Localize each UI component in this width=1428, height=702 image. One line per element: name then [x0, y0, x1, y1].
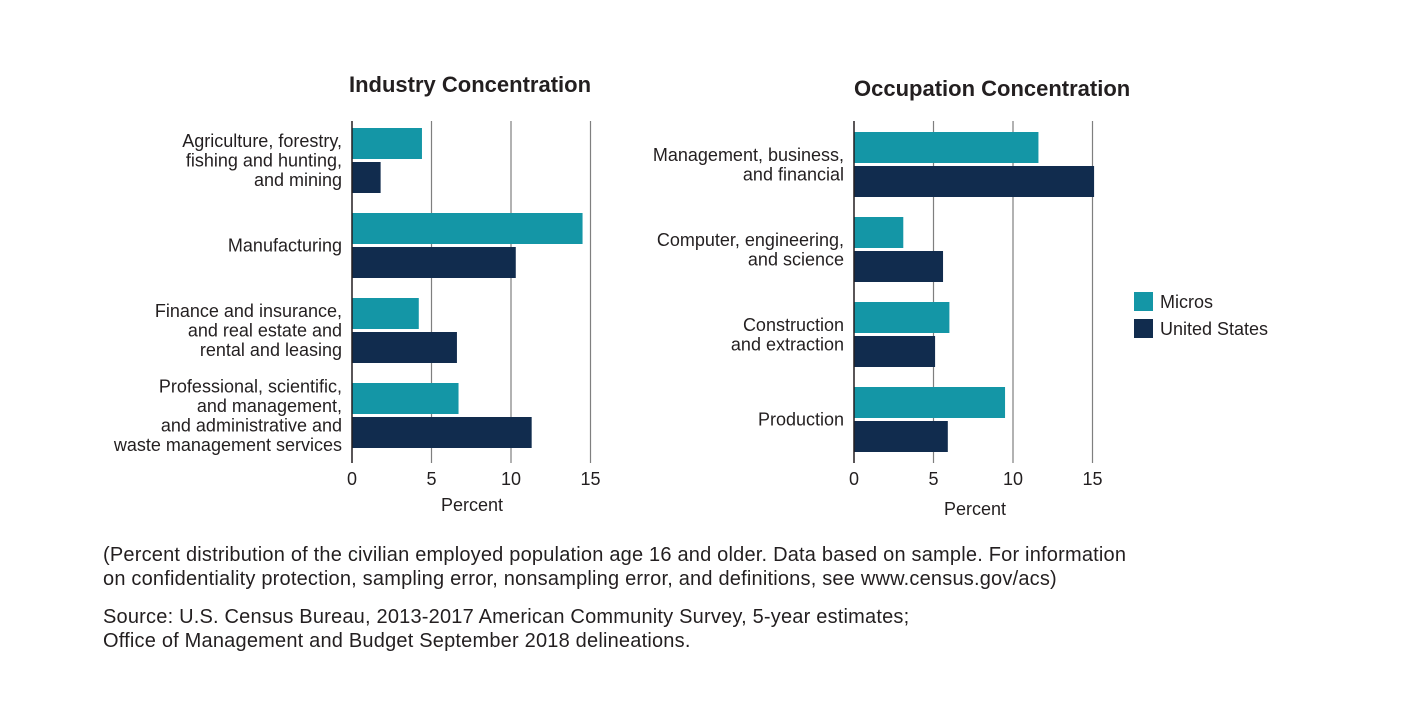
source-line-2: Office of Management and Budget Septembe… [103, 630, 691, 652]
bar-micros [352, 213, 583, 244]
category-label: and financial [743, 164, 844, 184]
category-label: Finance and insurance, [155, 301, 342, 321]
category-label: Professional, scientific, [159, 376, 342, 396]
x-tick-label: 10 [501, 469, 521, 489]
category-label: and science [748, 249, 844, 269]
bar-micros [352, 128, 422, 159]
bar-united-states [854, 251, 944, 282]
legend-label: United States [1160, 319, 1268, 339]
source-note: Source: U.S. Census Bureau, 2013-2017 Am… [103, 605, 909, 653]
category-label: and extraction [731, 334, 844, 354]
bar-united-states [352, 247, 516, 278]
bar-micros [352, 298, 419, 329]
x-tick-label: 0 [849, 469, 859, 489]
category-label: Construction [743, 315, 844, 335]
x-axis-label: Percent [441, 495, 503, 515]
bar-united-states [352, 162, 381, 193]
category-label: rental and leasing [200, 340, 342, 360]
description-line-1: (Percent distribution of the civilian em… [103, 544, 1127, 566]
category-label: Manufacturing [228, 236, 342, 256]
data-description-note: (Percent distribution of the civilian em… [103, 543, 1126, 591]
bar-united-states [352, 332, 457, 363]
x-tick-label: 15 [1082, 469, 1102, 489]
bar-united-states [352, 417, 532, 448]
category-label: and real estate and [188, 321, 342, 341]
x-tick-label: 0 [347, 469, 357, 489]
legend-swatch [1134, 319, 1153, 338]
category-label: Production [758, 410, 844, 430]
bar-micros [854, 302, 950, 333]
description-line-2: on confidentiality protection, sampling … [103, 568, 1057, 590]
x-tick-label: 5 [426, 469, 436, 489]
category-label: and mining [254, 170, 342, 190]
bar-micros [854, 217, 904, 248]
category-label: waste management services [113, 435, 342, 455]
category-label: Management, business, [653, 145, 844, 165]
bar-micros [352, 383, 459, 414]
bar-micros [854, 132, 1039, 163]
category-label: and management, [197, 396, 342, 416]
bar-united-states [854, 421, 948, 452]
legend-swatch [1134, 292, 1153, 311]
category-label: and administrative and [161, 415, 342, 435]
bar-united-states [854, 336, 936, 367]
bar-united-states [854, 166, 1095, 197]
category-label: Computer, engineering, [657, 230, 844, 250]
x-axis-label: Percent [944, 499, 1006, 519]
category-label: Agriculture, forestry, [182, 131, 342, 151]
chart-title: Industry Concentration [349, 72, 591, 97]
x-tick-label: 15 [580, 469, 600, 489]
chart-title: Occupation Concentration [854, 76, 1130, 101]
legend-label: Micros [1160, 292, 1213, 312]
x-tick-label: 10 [1003, 469, 1023, 489]
x-tick-label: 5 [928, 469, 938, 489]
bar-micros [854, 387, 1006, 418]
category-label: fishing and hunting, [186, 151, 342, 171]
source-line-1: Source: U.S. Census Bureau, 2013-2017 Am… [103, 606, 910, 628]
